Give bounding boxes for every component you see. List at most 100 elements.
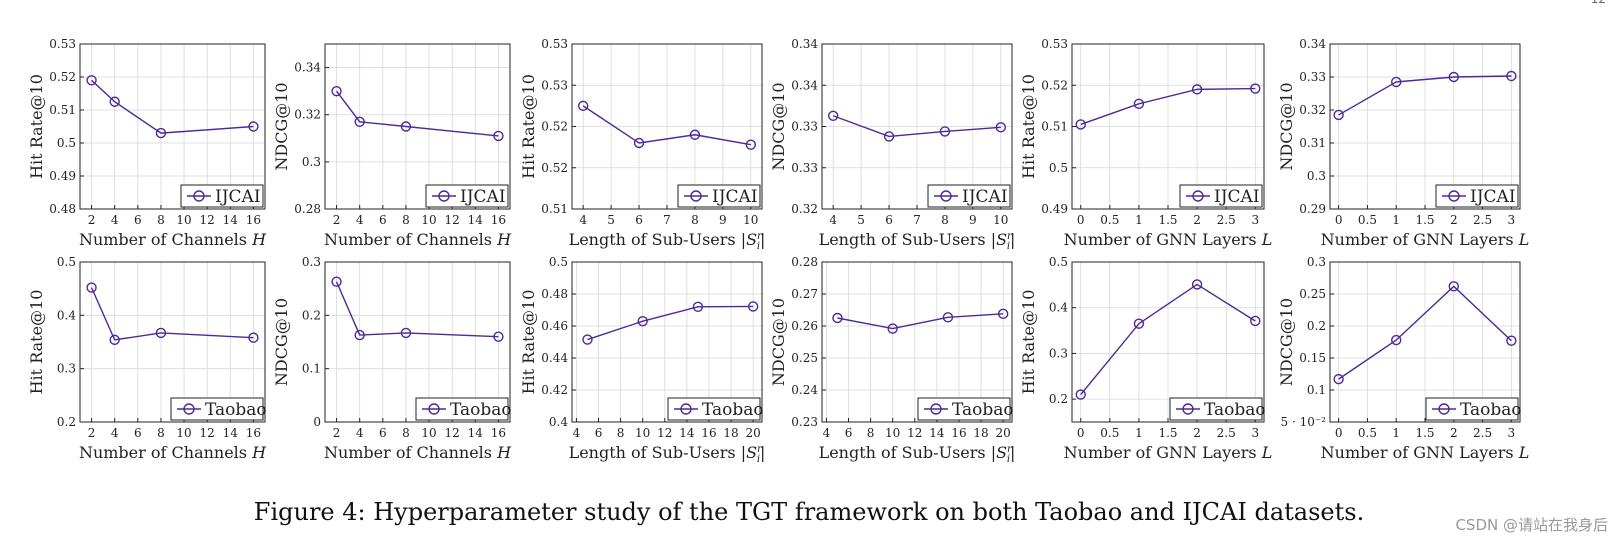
- y-tick-label: 0.5: [57, 136, 76, 150]
- y-tick-label: 0.5: [549, 255, 568, 269]
- subplot-1: 0.48 0.49 0.5 0.51 0.52 0.53 2 4 6 8 10 12 14 16 IJCAI…: [27, 37, 267, 249]
- x-tick-label: 14: [468, 213, 484, 227]
- x-tick-label: 3: [1251, 213, 1259, 227]
- x-tick-label: 12: [445, 426, 460, 440]
- data-point: [997, 308, 1009, 320]
- legend-label: IJCAI: [962, 187, 1008, 207]
- data-point: [939, 126, 951, 137]
- x-tick-label: 4: [823, 426, 831, 440]
- x-tick-label: 0.5: [1100, 213, 1119, 227]
- x-tick-label: 10: [993, 213, 1008, 227]
- y-tick-label: 0.48: [541, 287, 568, 301]
- x-axis-label: Number of GNN Layers L: [1321, 443, 1530, 462]
- y-axis-label: Hit Rate@10: [519, 290, 538, 395]
- y-tick-label: 0.5: [57, 255, 76, 269]
- legend-marker: [1438, 403, 1450, 415]
- x-tick-label: 4: [111, 426, 119, 440]
- y-tick-label: 0.33: [791, 161, 818, 175]
- x-tick-label: 12: [200, 426, 215, 440]
- series-line: [1080, 87, 1256, 126]
- x-tick-label: 16: [491, 426, 506, 440]
- series-line: [90, 287, 254, 341]
- y-tick-label: 0.49: [1041, 202, 1068, 216]
- page-number: 12: [1591, 0, 1606, 6]
- subplot-8: 0 0.1 0.2 0.3 2 4 6 8 10 12 14 16 Taobao Number of Ch…: [272, 255, 512, 462]
- legend-marker: [428, 403, 440, 415]
- y-tick-label: 0.52: [1041, 78, 1068, 92]
- data-point: [637, 316, 648, 327]
- x-tick-label: 2: [88, 426, 96, 440]
- plot-frame: [571, 261, 763, 423]
- legend-box: [170, 397, 264, 421]
- y-tick-label: 0.3: [57, 362, 76, 376]
- legend-label: IJCAI: [1470, 187, 1516, 207]
- y-tick-label: 0.31: [1299, 136, 1326, 150]
- x-tick-label: 6: [885, 213, 893, 227]
- y-tick-label: 0: [313, 415, 321, 429]
- y-tick-label: 0.53: [1041, 37, 1068, 51]
- plot-frame: [79, 43, 266, 210]
- x-tick-label: 1: [1392, 213, 1400, 227]
- y-tick-label: 0.2: [57, 415, 76, 429]
- legend-box: [1179, 184, 1263, 208]
- x-tick-label: 16: [491, 213, 506, 227]
- legend-marker: [193, 190, 205, 202]
- plot-frame: [1329, 261, 1521, 423]
- legend-marker: [1448, 190, 1460, 202]
- y-tick-label: 0.25: [791, 351, 818, 365]
- x-tick-label: 0.5: [1358, 426, 1377, 440]
- y-axis-label: NDCG@10: [769, 298, 788, 386]
- data-point: [827, 110, 839, 121]
- data-point: [1191, 279, 1203, 290]
- x-tick-label: 6: [134, 213, 142, 227]
- legend-box: [1425, 397, 1519, 421]
- y-tick-label: 0.27: [791, 287, 818, 301]
- plot-frame: [79, 261, 266, 423]
- x-tick-label: 2.5: [1473, 213, 1492, 227]
- data-point: [1391, 76, 1402, 88]
- x-tick-label: 8: [617, 426, 625, 440]
- y-tick-label: 0.3: [302, 255, 321, 269]
- series-line: [832, 115, 1001, 138]
- x-tick-label: 7: [913, 213, 921, 227]
- legend-box: [917, 397, 1011, 421]
- legend-marker: [438, 190, 450, 202]
- x-tick-label: 14: [468, 426, 484, 440]
- watermark: CSDN @请站在我身后: [1455, 516, 1608, 534]
- x-tick-label: 1: [1392, 426, 1400, 440]
- data-point: [331, 85, 342, 97]
- y-tick-label: 0.2: [302, 308, 321, 322]
- x-tick-label: 12: [445, 213, 460, 227]
- legend-label: Taobao: [450, 400, 512, 420]
- x-axis-label: Length of Sub-Users |Sr i|: [569, 443, 766, 465]
- legend-box: [677, 184, 761, 208]
- x-tick-label: 10: [885, 426, 900, 440]
- y-tick-label: 0.53: [541, 37, 568, 51]
- data-point: [354, 116, 365, 127]
- data-point: [1506, 335, 1517, 346]
- data-point: [887, 323, 898, 334]
- y-tick-label: 0.1: [1307, 383, 1326, 397]
- y-tick-label: 0.3: [302, 155, 321, 169]
- subplot-3: 0.51 0.52 0.52 0.53 0.53 4 5 6 7 8 9 10 IJCAI Length …: [519, 37, 765, 252]
- y-tick-label: 0.34: [791, 37, 818, 51]
- y-axis-label: NDCG@10: [1277, 298, 1296, 386]
- y-tick-label: 0.42: [541, 383, 568, 397]
- x-tick-label: 3: [1508, 213, 1516, 227]
- x-axis-label: Length of Sub-Users |Sr i|: [819, 230, 1016, 252]
- x-axis-label: Length of Sub-Users |Sr i|: [819, 443, 1016, 465]
- x-tick-label: 10: [421, 426, 436, 440]
- x-tick-label: 14: [679, 426, 695, 440]
- y-tick-label: 0.26: [791, 319, 818, 333]
- y-tick-label: 0.29: [1299, 202, 1326, 216]
- y-axis-label: Hit Rate@10: [519, 74, 538, 179]
- x-tick-label: 7: [663, 213, 671, 227]
- data-point: [689, 129, 701, 140]
- data-point: [745, 139, 757, 150]
- legend-label: Taobao: [205, 400, 267, 420]
- data-point: [1448, 281, 1459, 292]
- x-tick-label: 12: [657, 426, 672, 440]
- y-tick-label: 0.51: [541, 202, 568, 216]
- y-tick-label: 0.5: [1049, 161, 1068, 175]
- y-tick-label: 0.2: [1307, 319, 1326, 333]
